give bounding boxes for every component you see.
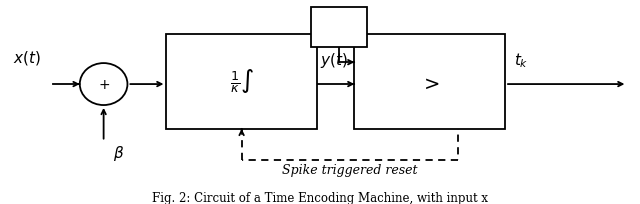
Text: $\beta$: $\beta$ [113,144,124,163]
Text: $y(t)$: $y(t)$ [320,51,348,70]
Text: Fig. 2: Circuit of a Time Encoding Machine, with input x: Fig. 2: Circuit of a Time Encoding Machi… [152,191,488,204]
Text: Spike triggered reset: Spike triggered reset [282,164,417,177]
Text: $\delta$: $\delta$ [333,19,345,37]
Bar [310,8,367,47]
Bar [355,35,505,129]
Bar [166,35,317,129]
Text: $x(t)$: $x(t)$ [13,49,40,67]
Ellipse shape [80,64,127,105]
Text: $+$: $+$ [97,78,109,92]
Text: $t_k$: $t_k$ [515,52,529,70]
Text: $\frac{1}{\kappa} \int$: $\frac{1}{\kappa} \int$ [230,67,253,95]
Text: $>$: $>$ [420,76,440,94]
